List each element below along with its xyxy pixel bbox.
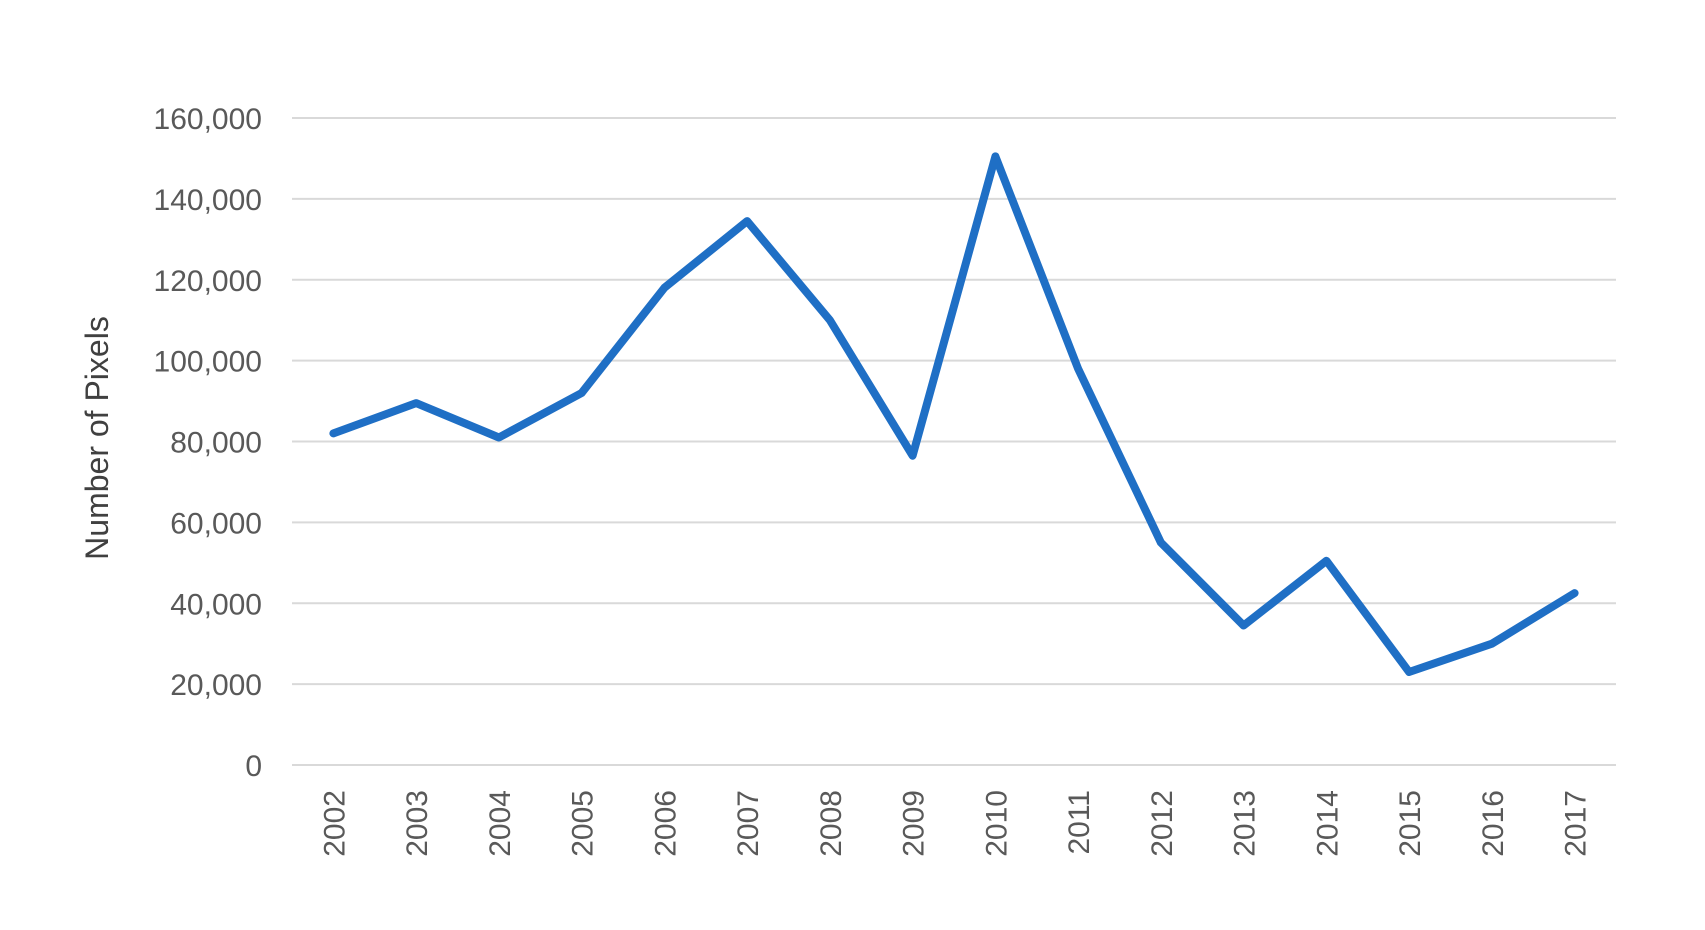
y-tick-label: 20,000: [170, 669, 262, 702]
x-tick-label: 2006: [649, 790, 682, 857]
x-tick-label: 2017: [1560, 790, 1593, 857]
series-lines: [329, 152, 1579, 676]
x-tick-label: 2005: [567, 790, 600, 857]
x-tick-label: 2007: [732, 790, 765, 857]
y-tick-label: 0: [245, 750, 262, 783]
y-tick-label: 100,000: [154, 346, 262, 379]
x-tick-label: 2002: [318, 790, 351, 857]
y-axis-tick-labels: 0 20,000 40,000 60,000 80,000 100,000 120,000 1…: [154, 103, 262, 783]
y-axis-title: Number of Pixels: [79, 316, 115, 560]
x-tick-label: 2004: [484, 790, 517, 857]
y-tick-label: 80,000: [170, 427, 262, 460]
x-tick-label: 2012: [1146, 790, 1179, 857]
x-tick-label: 2013: [1229, 790, 1262, 857]
y-tick-label: 40,000: [170, 588, 262, 621]
x-tick-label: 2014: [1311, 790, 1344, 857]
gridlines: [292, 117, 1616, 766]
x-tick-label: 2016: [1477, 790, 1510, 857]
x-tick-label: 2011: [1063, 790, 1096, 855]
y-tick-label: 60,000: [170, 507, 262, 540]
x-tick-label: 2003: [401, 790, 434, 857]
y-tick-label: 120,000: [154, 265, 262, 298]
x-tick-label: 2015: [1394, 790, 1427, 857]
x-axis-tick-labels: 2002 2003 2004 2005 2006 2007 2008 2009 2010 2011…: [318, 790, 1592, 857]
x-tick-label: 2010: [980, 790, 1013, 857]
y-tick-label: 140,000: [154, 184, 262, 217]
x-tick-label: 2008: [815, 790, 848, 857]
x-tick-label: 2009: [898, 790, 931, 857]
series-line: [329, 152, 1579, 676]
y-tick-label: 160,000: [154, 103, 262, 136]
